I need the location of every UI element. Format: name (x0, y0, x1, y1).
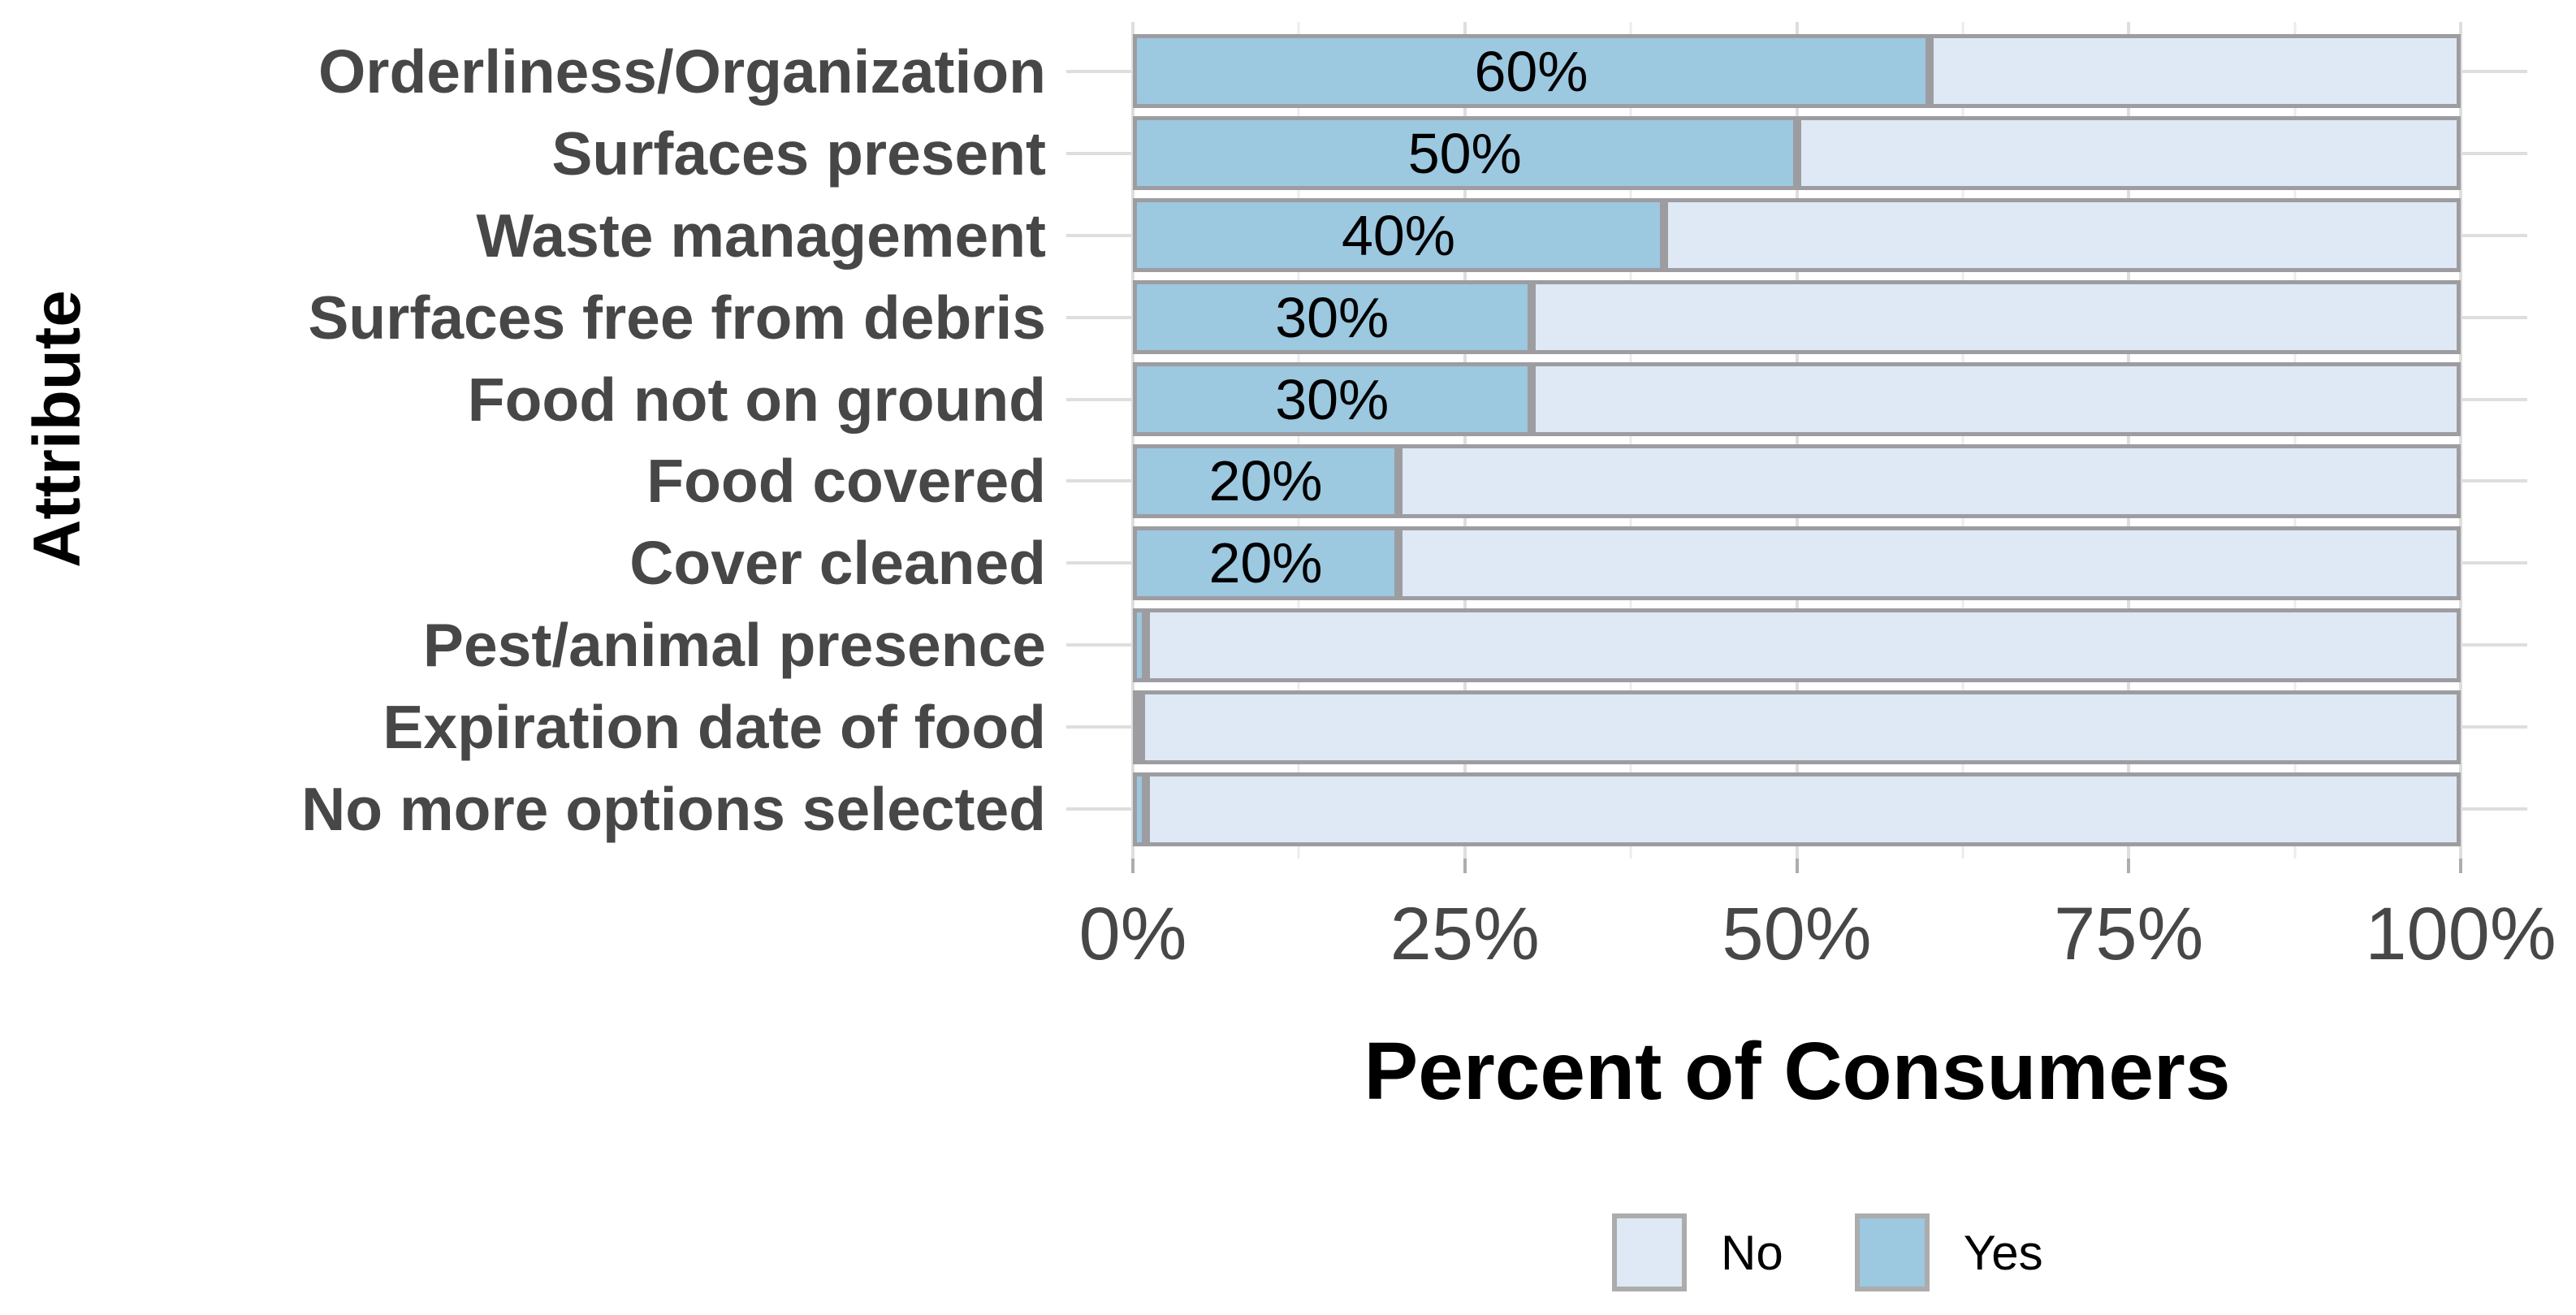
bar-row (1133, 690, 2461, 764)
bar-segment-no (1398, 526, 2461, 600)
bar-row: 40% (1133, 198, 2461, 273)
y-axis-label: Surfaces present (551, 119, 1046, 188)
bar-row (1133, 608, 2461, 682)
bar-segment-no (1398, 443, 2461, 518)
y-axis-label: No more options selected (301, 775, 1046, 844)
y-axis-label: Expiration date of food (383, 693, 1046, 762)
x-minor-gridline (1629, 22, 1632, 859)
legend-label: No (1721, 1225, 1783, 1280)
legend-item: Yes (1854, 1213, 2043, 1291)
bar-segment-no (1146, 608, 2461, 682)
x-minor-gridline (2293, 22, 2297, 859)
bar-segment-no (1531, 280, 2461, 355)
x-axis-tick-label: 100% (2365, 893, 2557, 975)
bar-value-label: 50% (1407, 121, 1522, 185)
x-axis-tick (1463, 859, 1467, 873)
x-axis-tick (1131, 859, 1135, 873)
bar-segment-yes (1133, 526, 1398, 600)
bar-value-label: 20% (1208, 531, 1323, 595)
bar-value-label: 60% (1474, 39, 1588, 103)
bar-segment-no (1796, 116, 2461, 191)
bar-segment-yes (1133, 280, 1532, 355)
bar-row: 60% (1133, 34, 2461, 109)
bar-segment-yes (1133, 116, 1797, 191)
legend-item: No (1612, 1213, 1783, 1291)
bar-segment-no (1146, 772, 2461, 846)
bar-segment-yes (1133, 34, 1930, 109)
bar-value-label: 30% (1275, 367, 1390, 431)
x-major-gridline (2127, 22, 2131, 859)
bar-segment-yes (1133, 443, 1398, 518)
bar-segment-yes (1133, 198, 1664, 273)
x-axis-tick-label: 0% (1078, 893, 1187, 975)
x-major-gridline (1463, 22, 1467, 859)
x-axis-tick (2459, 859, 2462, 873)
bar-segment-yes (1133, 608, 1147, 682)
bar-segment-no (1531, 362, 2461, 436)
x-axis-tick-label: 75% (2054, 893, 2204, 975)
x-minor-gridline (1961, 22, 1964, 859)
x-axis-tick (1795, 859, 1799, 873)
bar-value-label: 20% (1208, 449, 1323, 513)
bar-row: 50% (1133, 116, 2461, 191)
bar-row (1133, 772, 2461, 846)
legend-swatch (1612, 1213, 1687, 1291)
y-axis-label: Food covered (646, 447, 1046, 516)
y-axis-label: Orderliness/Organization (318, 37, 1046, 106)
bar-segment-yes (1133, 362, 1532, 436)
bar-row: 30% (1133, 280, 2461, 355)
y-axis-label: Waste management (476, 201, 1046, 270)
plot-panel: 60% 50% 40% 30% 30% 20% 20% (1066, 22, 2527, 859)
y-axis-label: Food not on ground (467, 365, 1046, 434)
bar-segment-no (1930, 34, 2461, 109)
legend-label: Yes (1963, 1225, 2043, 1280)
x-minor-gridline (1297, 22, 1300, 859)
bar-row: 20% (1133, 443, 2461, 518)
x-axis-tick (2127, 859, 2131, 873)
bar-segment-no (1664, 198, 2461, 273)
bar-row: 30% (1133, 362, 2461, 436)
bar-row: 20% (1133, 526, 2461, 600)
legend: No Yes (1612, 1213, 2043, 1291)
bar-segment-yes (1133, 690, 1141, 764)
legend-swatch (1854, 1213, 1930, 1291)
x-major-gridline (1795, 22, 1799, 859)
x-major-gridline (1131, 22, 1135, 859)
bar-segment-yes (1133, 772, 1147, 846)
x-axis-tick-label: 25% (1390, 893, 1540, 975)
bar-segment-no (1141, 690, 2461, 764)
x-major-gridline (2459, 22, 2462, 859)
x-axis-title: Percent of Consumers (1364, 1026, 2231, 1117)
bar-value-label: 40% (1341, 203, 1456, 267)
bar-value-label: 30% (1275, 285, 1390, 349)
y-axis-label: Cover cleaned (629, 529, 1046, 598)
y-axis-label: Pest/animal presence (422, 611, 1046, 680)
y-axis-label: Surfaces free from debris (308, 283, 1046, 352)
x-axis-tick-label: 50% (1722, 893, 1872, 975)
